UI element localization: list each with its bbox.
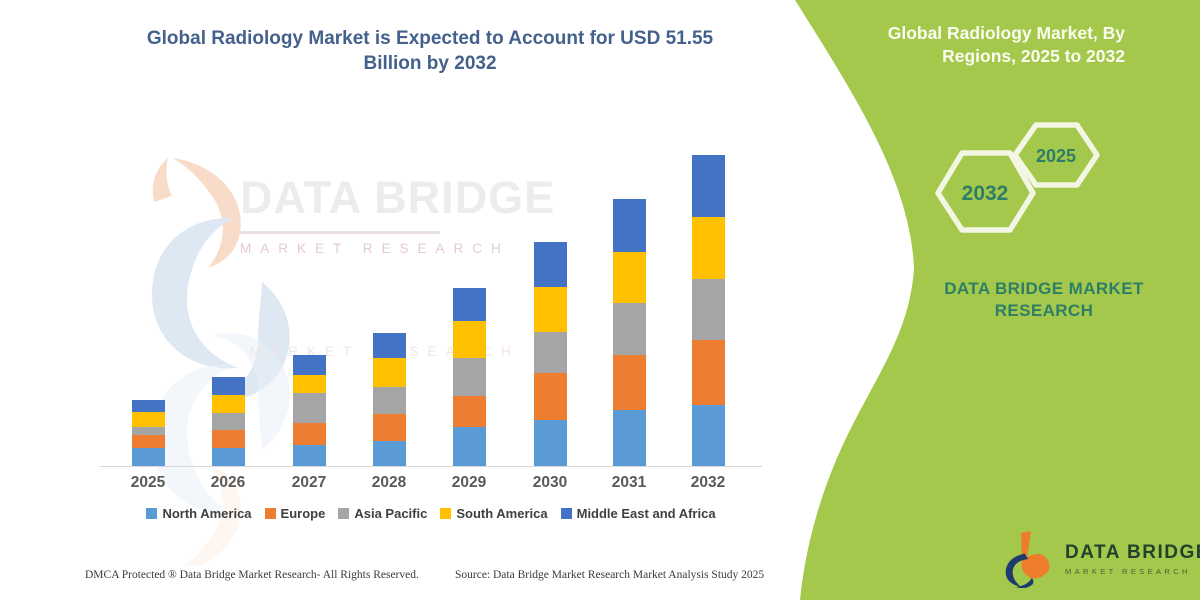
bar-segment-north-america bbox=[691, 405, 725, 466]
bar-segment-north-america bbox=[612, 410, 646, 466]
brand-logo-name: DATA BRIDGE bbox=[1065, 542, 1200, 563]
bar-segment-south-america bbox=[691, 217, 725, 279]
bar-segment-asia-pacific bbox=[612, 303, 646, 355]
bar-segment-asia-pacific bbox=[452, 358, 486, 396]
right-panel-title: Global Radiology Market, By Regions, 202… bbox=[825, 22, 1125, 68]
x-axis-label-2031: 2031 bbox=[611, 474, 647, 491]
bar-segment-asia-pacific bbox=[131, 427, 165, 435]
data-bridge-logo-icon bbox=[1005, 531, 1050, 588]
bar-segment-south-america bbox=[211, 395, 245, 413]
bar-segment-north-america bbox=[533, 420, 567, 466]
legend-swatch-icon bbox=[264, 508, 276, 519]
bar-segment-asia-pacific bbox=[691, 279, 725, 340]
hexagon-small bbox=[1012, 122, 1100, 188]
bar-segment-middle-east-and-africa bbox=[533, 242, 567, 287]
bar-segment-europe bbox=[211, 430, 245, 448]
bar-segment-europe bbox=[131, 435, 165, 448]
legend-swatch-icon bbox=[338, 508, 350, 519]
legend-item-south-america: South America bbox=[440, 506, 548, 521]
legend-item-asia-pacific: Asia Pacific bbox=[338, 506, 427, 521]
bar-segment-south-america bbox=[612, 252, 646, 303]
chart-plot bbox=[100, 138, 762, 467]
bar-segment-south-america bbox=[452, 321, 486, 358]
bar-segment-europe bbox=[691, 340, 725, 405]
bar-2026 bbox=[211, 377, 245, 466]
bar-segment-middle-east-and-africa bbox=[452, 288, 486, 321]
bar-segment-europe bbox=[452, 396, 486, 427]
bar-2029 bbox=[452, 288, 486, 466]
bar-segment-north-america bbox=[452, 427, 486, 466]
hexagon-small-label: 2025 bbox=[1036, 146, 1076, 166]
x-axis-label-2026: 2026 bbox=[210, 474, 246, 491]
legend-label: Europe bbox=[280, 506, 326, 521]
legend-swatch-icon bbox=[560, 508, 572, 519]
bar-segment-middle-east-and-africa bbox=[372, 333, 406, 358]
bar-segment-europe bbox=[533, 373, 567, 420]
legend-swatch-icon bbox=[146, 508, 158, 519]
green-panel-path bbox=[795, 0, 1200, 600]
brand-logo-sub: MARKET RESEARCH bbox=[1065, 567, 1191, 576]
x-axis-label-2027: 2027 bbox=[291, 474, 327, 491]
bar-2027 bbox=[292, 355, 326, 466]
legend-item-middle-east-and-africa: Middle East and Africa bbox=[560, 506, 716, 521]
bar-segment-south-america bbox=[292, 375, 326, 393]
x-axis-label-2025: 2025 bbox=[130, 474, 166, 491]
right-panel-caption: DATA BRIDGE MARKET RESEARCH bbox=[930, 278, 1158, 322]
watermark-logo-icon bbox=[151, 158, 290, 566]
bar-2032 bbox=[691, 155, 725, 466]
right-panel-caption-line2: RESEARCH bbox=[994, 301, 1094, 320]
right-panel-title-line1: Global Radiology Market, By bbox=[887, 23, 1125, 43]
bar-segment-europe bbox=[292, 423, 326, 445]
bar-segment-south-america bbox=[131, 412, 165, 427]
bar-segment-middle-east-and-africa bbox=[131, 400, 165, 412]
legend-item-europe: Europe bbox=[264, 506, 326, 521]
bar-segment-middle-east-and-africa bbox=[691, 155, 725, 217]
right-panel-title-line2: Regions, 2025 to 2032 bbox=[942, 46, 1125, 66]
bar-segment-south-america bbox=[533, 287, 567, 332]
watermark-sub: MARKET RESEARCH bbox=[240, 241, 510, 256]
legend-swatch-icon bbox=[440, 508, 452, 519]
bar-2025 bbox=[131, 400, 165, 466]
bar-segment-north-america bbox=[372, 441, 406, 466]
legend-label: North America bbox=[162, 506, 252, 521]
x-axis-label-2030: 2030 bbox=[532, 474, 568, 491]
bar-segment-south-america bbox=[372, 358, 406, 387]
x-axis-label-2032: 2032 bbox=[690, 474, 726, 491]
footer-dmca: DMCA Protected ® Data Bridge Market Rese… bbox=[85, 569, 419, 581]
bar-segment-asia-pacific bbox=[533, 332, 567, 373]
bar-segment-middle-east-and-africa bbox=[211, 377, 245, 395]
bar-segment-middle-east-and-africa bbox=[292, 355, 326, 375]
bar-segment-middle-east-and-africa bbox=[612, 199, 646, 252]
bar-2030 bbox=[533, 242, 567, 466]
bar-segment-asia-pacific bbox=[211, 413, 245, 430]
bar-2031 bbox=[612, 199, 646, 466]
hexagon-graphic: 2032 2025 bbox=[935, 122, 1100, 233]
brand-logo: DATA BRIDGE MARKET RESEARCH bbox=[1003, 526, 1200, 592]
legend-label: Middle East and Africa bbox=[576, 506, 716, 521]
brand-logo-text: DATA BRIDGE MARKET RESEARCH bbox=[1065, 542, 1200, 576]
x-axis-label-2029: 2029 bbox=[451, 474, 487, 491]
chart-title: Global Radiology Market is Expected to A… bbox=[146, 28, 714, 74]
bar-segment-europe bbox=[372, 414, 406, 441]
footer-source: Source: Data Bridge Market Research Mark… bbox=[455, 569, 765, 581]
bar-segment-north-america bbox=[292, 445, 326, 466]
bar-segment-europe bbox=[612, 355, 646, 410]
legend: North America Europe Asia Pacific South Ame… bbox=[100, 506, 762, 521]
x-axis-label-2028: 2028 bbox=[371, 474, 407, 491]
legend-label: Asia Pacific bbox=[354, 506, 428, 521]
hexagon-big bbox=[935, 150, 1036, 233]
bar-segment-north-america bbox=[211, 448, 245, 466]
bar-segment-asia-pacific bbox=[292, 393, 326, 423]
right-panel-caption-line1: DATA BRIDGE MARKET bbox=[944, 279, 1144, 298]
bar-segment-north-america bbox=[131, 448, 165, 466]
x-axis: 2025 2026 2027 2028 2029 2030 2031 2032 bbox=[100, 474, 762, 494]
legend-item-north-america: North America bbox=[146, 506, 252, 521]
legend-label: South America bbox=[456, 506, 548, 521]
watermark-rule bbox=[240, 231, 440, 234]
bar-2028 bbox=[372, 333, 406, 466]
bar-segment-asia-pacific bbox=[372, 387, 406, 414]
hexagon-big-label: 2032 bbox=[962, 182, 1009, 205]
